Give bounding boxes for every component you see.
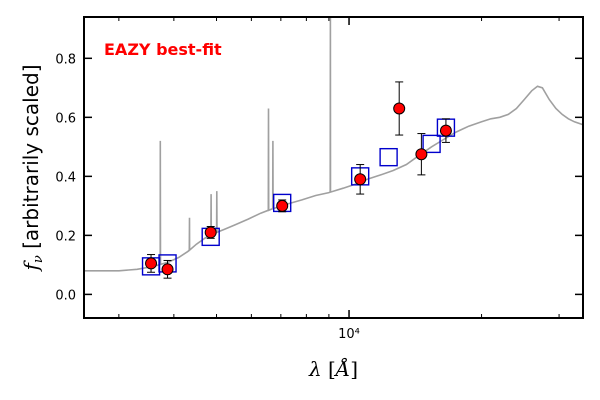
observed-photometry-point — [145, 257, 158, 270]
observed-photometry-point — [393, 102, 406, 115]
model-photometry-square — [422, 134, 441, 154]
x-axis-label: λ [Å] — [308, 356, 358, 381]
y-tick-label: 0.4 — [55, 170, 76, 185]
observed-photometry-layer — [145, 81, 452, 279]
observed-photometry-point — [161, 263, 174, 276]
observed-photometry-point — [415, 148, 428, 161]
plot-frame — [83, 16, 584, 319]
y-axis-label: fν [arbitrarily scaled] — [19, 64, 46, 272]
model-photometry-square — [379, 147, 398, 167]
model-photometry-layer — [141, 118, 456, 276]
observed-photometry-point — [439, 124, 452, 137]
observed-photometry-point — [276, 199, 289, 212]
observed-photometry-point — [204, 226, 217, 239]
x-tick-label: 10⁴ — [338, 327, 360, 342]
ticks-layer: 0.0 0.2 0.4 0.6 0.8 10⁴ — [55, 17, 583, 342]
annotation-label: EAZY best-fit — [104, 40, 222, 59]
y-tick-label: 0.2 — [55, 229, 76, 244]
observed-photometry-point — [354, 173, 367, 186]
y-tick-label: 0.0 — [55, 288, 76, 303]
y-tick-label: 0.6 — [55, 111, 76, 126]
y-tick-label: 0.8 — [55, 52, 76, 67]
